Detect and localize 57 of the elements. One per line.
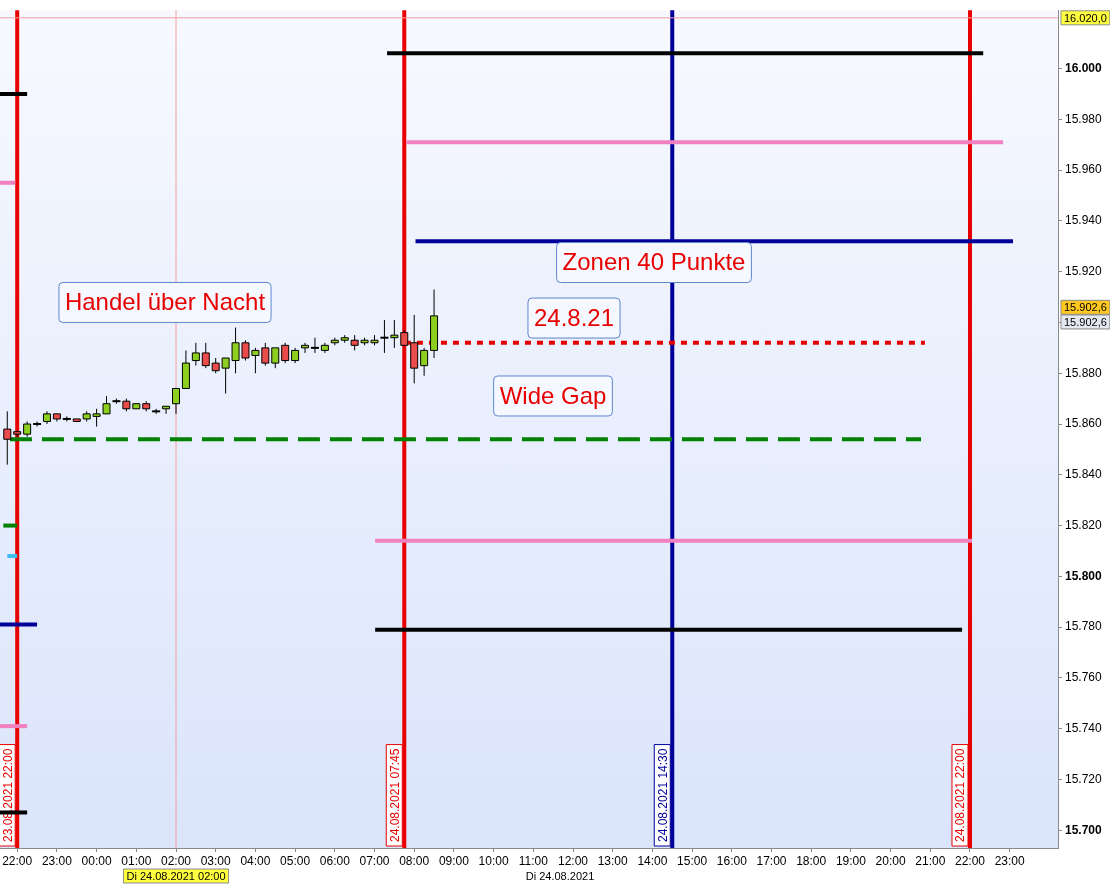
x-tick-label: 18:00 — [796, 853, 827, 868]
y-tick-label: 15.920 — [1065, 264, 1103, 279]
y-tick-label: 15.960 — [1065, 162, 1103, 177]
y-tick-label: 15.720 — [1065, 771, 1103, 786]
candlestick — [309, 337, 320, 354]
x-tick-label: 23:00 — [994, 853, 1026, 868]
x-tick-label: 13:00 — [597, 853, 629, 868]
x-tick-label: 09:00 — [438, 853, 470, 868]
x-tick-label: 01:00 — [121, 853, 152, 868]
text: 15.902,6 — [1064, 301, 1107, 314]
x-tick-label: 02:00 — [160, 853, 192, 868]
x-tick-label: 22:00 — [2, 853, 33, 868]
y-tick-label: 15.940 — [1065, 213, 1103, 228]
x-tick-label: 06:00 — [319, 853, 351, 868]
x-tick-label: 03:00 — [200, 853, 232, 868]
y-tick-label: 15.820 — [1065, 517, 1103, 532]
y-tick-label: 15.740 — [1065, 720, 1103, 735]
text: Di 24.08.2021 — [525, 870, 595, 883]
annotation: Handel über Nacht — [64, 288, 266, 316]
x-tick-label: 21:00 — [915, 853, 946, 868]
annotation: 24.8.21 — [533, 303, 615, 331]
y-tick-label: 16.000 — [1065, 60, 1103, 75]
x-tick-label: 00:00 — [81, 853, 112, 868]
y-tick-label: 15.780 — [1065, 619, 1103, 634]
x-tick-label: 23:00 — [41, 853, 73, 868]
x-tick-label: 14:00 — [637, 853, 668, 868]
annotation: Wide Gap — [499, 381, 607, 409]
x-tick-label: 08:00 — [399, 853, 430, 868]
ref-line-label: 24.08.2021 22:00 — [953, 748, 968, 842]
x-tick-label: 12:00 — [557, 853, 589, 868]
x-tick-label: 10:00 — [478, 853, 509, 868]
ref-line-label: 16.020,0 — [1064, 11, 1107, 24]
y-tick-label: 15.800 — [1065, 568, 1103, 583]
ref-line-label: 23.08.2021 22:00 — [0, 748, 15, 842]
y-tick-label: 15.700 — [1065, 822, 1103, 837]
y-tick-label: 15.760 — [1065, 670, 1103, 685]
y-tick-label: 15.840 — [1065, 467, 1103, 482]
text: 15.902,6 — [1064, 315, 1107, 328]
x-tick-label: 20:00 — [875, 853, 906, 868]
x-tick-label: 11:00 — [518, 853, 549, 868]
candlestick — [379, 319, 390, 354]
x-tick-label: 19:00 — [835, 853, 867, 868]
y-tick-label: 15.880 — [1065, 365, 1103, 380]
ref-line-label: Di 24.08.2021 02:00 — [126, 870, 226, 883]
candlestick — [32, 420, 43, 428]
ref-line-label: 24.08.2021 07:45 — [387, 748, 402, 842]
x-tick-label: 22:00 — [954, 853, 986, 868]
y-tick-label: 15.980 — [1065, 111, 1103, 126]
ref-line-label: 24.08.2021 14:30 — [655, 748, 670, 842]
x-tick-label: 17:00 — [756, 853, 787, 868]
y-tick-label: 15.860 — [1065, 416, 1103, 431]
x-tick-label: 15:00 — [677, 853, 708, 868]
x-tick-label: 07:00 — [359, 853, 390, 868]
x-tick-label: 04:00 — [240, 853, 271, 868]
annotation: Zonen 40 Punkte — [562, 248, 746, 276]
x-tick-label: 05:00 — [280, 853, 311, 868]
x-tick-label: 16:00 — [716, 853, 748, 868]
